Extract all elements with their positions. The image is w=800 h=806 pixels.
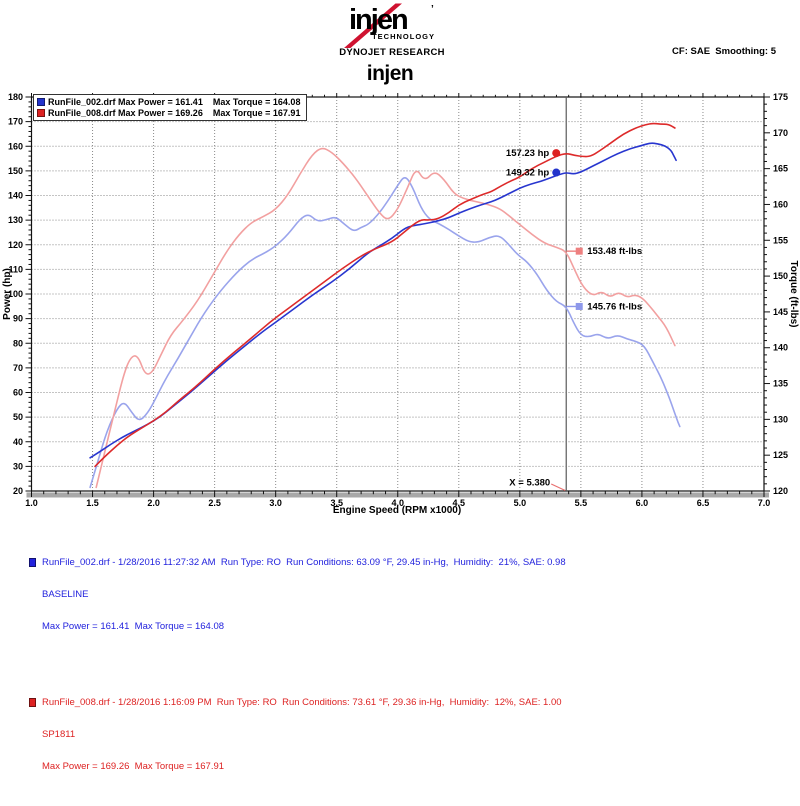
dyno-report-page: { "header": { "logo_brand": "injen", "lo… bbox=[2, 3, 799, 772]
dynojet-research-label: DYNOJET RESEARCH bbox=[339, 47, 445, 58]
svg-text:40: 40 bbox=[13, 437, 23, 447]
svg-text:1.0: 1.0 bbox=[25, 498, 38, 508]
curve-runfile-002-power bbox=[89, 142, 677, 459]
svg-text:120: 120 bbox=[773, 486, 788, 496]
svg-text:140: 140 bbox=[773, 343, 788, 353]
svg-text:3.0: 3.0 bbox=[269, 498, 282, 508]
svg-text:4.5: 4.5 bbox=[453, 498, 466, 508]
svg-text:150: 150 bbox=[773, 271, 788, 281]
cursor-x-label: X = 5.380 bbox=[509, 478, 550, 489]
callout-3: 145.76 ft-lbs bbox=[566, 301, 642, 312]
svg-text:155: 155 bbox=[773, 235, 788, 245]
run-name-label: SP1811 bbox=[42, 728, 76, 740]
svg-text:90: 90 bbox=[13, 314, 23, 324]
svg-text:100: 100 bbox=[8, 289, 23, 299]
svg-text:130: 130 bbox=[8, 215, 23, 225]
run-file-icon bbox=[29, 558, 36, 568]
left-axis-title: Power (hp) bbox=[2, 268, 13, 320]
run-info-footer: RunFile_002.drf - 1/28/2016 11:27:32 AM … bbox=[29, 516, 566, 806]
svg-text:30: 30 bbox=[13, 461, 23, 471]
legend-text: RunFile_008.drf Max Power = 169.26 Max T… bbox=[48, 107, 301, 118]
injen-logo: injen ’ TECHNOLOGY bbox=[344, 3, 435, 48]
axis-ticks bbox=[25, 93, 770, 497]
logo-trademark: ’ bbox=[431, 4, 434, 15]
logo-sub-text: TECHNOLOGY bbox=[372, 32, 435, 41]
svg-text:70: 70 bbox=[13, 363, 23, 373]
svg-text:5.5: 5.5 bbox=[575, 498, 588, 508]
callout-2: 153.48 ft-lbs bbox=[566, 246, 642, 257]
curve-runfile-008-power bbox=[94, 122, 676, 468]
run-conditions-line: RunFile_008.drf - 1/28/2016 1:16:09 PM R… bbox=[42, 697, 562, 709]
grid-lines bbox=[31, 97, 764, 491]
run-max-values-label: Max Power = 161.41 Max Torque = 164.08 bbox=[42, 620, 225, 632]
legend-box: RunFile_002.drf Max Power = 161.41 Max T… bbox=[33, 94, 308, 121]
run-conditions-line: RunFile_002.drf - 1/28/2016 11:27:32 AM … bbox=[42, 557, 566, 569]
run-name-label: BASELINE bbox=[42, 589, 89, 601]
svg-text:160: 160 bbox=[8, 141, 23, 151]
svg-text:153.48 ft-lbs: 153.48 ft-lbs bbox=[587, 246, 642, 257]
svg-text:125: 125 bbox=[773, 450, 788, 460]
svg-text:145: 145 bbox=[773, 307, 788, 317]
right-axis-title: Torque (ft-lbs) bbox=[788, 260, 799, 327]
svg-text:120: 120 bbox=[8, 240, 23, 250]
svg-text:180: 180 bbox=[8, 92, 23, 102]
svg-text:20: 20 bbox=[13, 486, 23, 496]
svg-text:157.23 hp: 157.23 hp bbox=[506, 148, 549, 159]
correction-smoothing-label: CF: SAE Smoothing: 5 bbox=[672, 46, 776, 57]
svg-text:149.32 hp: 149.32 hp bbox=[506, 168, 549, 179]
svg-text:2.5: 2.5 bbox=[208, 498, 221, 508]
run-max-values-label: Max Power = 169.26 Max Torque = 167.91 bbox=[42, 760, 225, 772]
svg-text:165: 165 bbox=[773, 164, 788, 174]
dyno-chart: 1.0 1.5 2.0 2.5 3.0 3.5 4.0 4.5 5.0 5.5 6.0 6.5 7.0 2… bbox=[2, 92, 799, 516]
svg-text:170: 170 bbox=[773, 128, 788, 138]
run-info-block-baseline: RunFile_002.drf - 1/28/2016 11:27:32 AM … bbox=[29, 537, 566, 654]
svg-text:130: 130 bbox=[773, 414, 788, 424]
run-file-icon bbox=[29, 698, 36, 708]
series-swatch-icon bbox=[37, 97, 45, 106]
svg-text:7.0: 7.0 bbox=[758, 498, 771, 508]
svg-text:80: 80 bbox=[13, 338, 23, 348]
logo-brand-text: injen bbox=[349, 4, 407, 36]
curve-runfile-008-torque bbox=[95, 147, 676, 489]
run-info-block-sp1811: RunFile_008.drf - 1/28/2016 1:16:09 PM R… bbox=[29, 677, 566, 794]
series-swatch-icon bbox=[37, 108, 45, 117]
svg-text:4.0: 4.0 bbox=[391, 498, 404, 508]
x-axis-title: Engine Speed (RPM x1000) bbox=[333, 505, 461, 516]
cursor-label-leader bbox=[550, 483, 566, 492]
callout-0: 157.23 hp bbox=[506, 148, 561, 159]
svg-text:60: 60 bbox=[13, 388, 23, 398]
svg-text:1.5: 1.5 bbox=[86, 498, 99, 508]
tick-labels: 1.0 1.5 2.0 2.5 3.0 3.5 4.0 4.5 5.0 5.5 6.0 6.5 7.0 2… bbox=[8, 92, 788, 508]
svg-text:160: 160 bbox=[773, 199, 788, 209]
logo-swoosh-icon bbox=[344, 3, 402, 48]
svg-text:140: 140 bbox=[8, 191, 23, 201]
svg-text:170: 170 bbox=[8, 117, 23, 127]
svg-text:150: 150 bbox=[8, 166, 23, 176]
legend-text: RunFile_002.drf Max Power = 161.41 Max T… bbox=[48, 96, 301, 107]
curve-runfile-002-torque bbox=[89, 176, 681, 489]
callout-1: 149.32 hp bbox=[506, 168, 561, 179]
svg-text:5.0: 5.0 bbox=[514, 498, 527, 508]
chart-title: injen bbox=[366, 62, 414, 85]
svg-text:145.76 ft-lbs: 145.76 ft-lbs bbox=[587, 301, 642, 312]
svg-text:110: 110 bbox=[8, 264, 23, 274]
legend-row-runfile-002: RunFile_002.drf Max Power = 161.41 Max T… bbox=[37, 96, 300, 107]
svg-text:135: 135 bbox=[773, 379, 788, 389]
svg-text:175: 175 bbox=[773, 92, 788, 102]
svg-text:50: 50 bbox=[13, 412, 23, 422]
svg-text:2.0: 2.0 bbox=[147, 498, 160, 508]
svg-text:6.0: 6.0 bbox=[636, 498, 649, 508]
svg-text:3.5: 3.5 bbox=[330, 498, 343, 508]
svg-text:6.5: 6.5 bbox=[697, 498, 710, 508]
legend-row-runfile-008: RunFile_008.drf Max Power = 169.26 Max T… bbox=[37, 107, 300, 118]
